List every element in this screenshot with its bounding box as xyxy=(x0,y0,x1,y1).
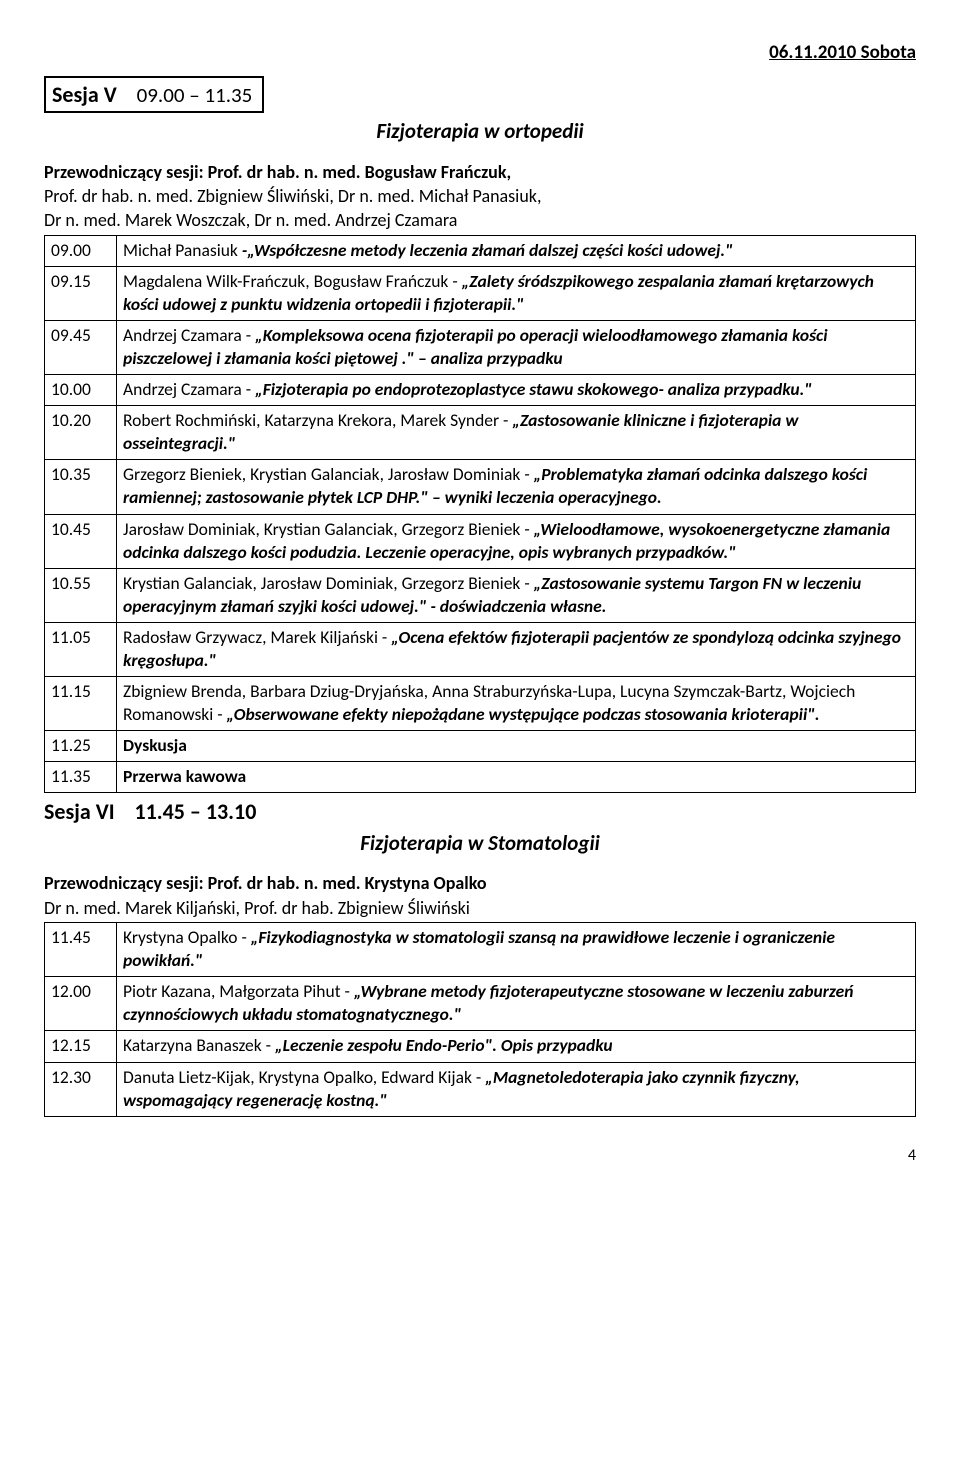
session-v-label: Sesja V xyxy=(52,81,117,108)
table-row: 11.15Zbigniew Brenda, Barbara Dziug-Dryj… xyxy=(45,677,916,731)
content-cell: Magdalena Wilk-Frańczuk, Bogusław Frańcz… xyxy=(117,266,916,320)
content-cell: Andrzej Czamara - „Fizjoterapia po endop… xyxy=(117,375,916,406)
time-cell: 11.15 xyxy=(45,677,117,731)
table-row: 10.55Krystian Galanciak, Jarosław Domini… xyxy=(45,568,916,622)
time-cell: 11.25 xyxy=(45,731,117,762)
table-row: 12.00Piotr Kazana, Małgorzata Pihut - „W… xyxy=(45,977,916,1031)
content-cell: Dyskusja xyxy=(117,731,916,762)
time-cell: 12.15 xyxy=(45,1031,117,1062)
time-cell: 10.20 xyxy=(45,406,117,460)
page-number: 4 xyxy=(44,1145,916,1167)
table-row: 10.45Jarosław Dominiak, Krystian Galanci… xyxy=(45,514,916,568)
session-vi-chairs: Przewodniczący sesji: Prof. dr hab. n. m… xyxy=(44,871,916,920)
content-cell: Krystian Galanciak, Jarosław Dominiak, G… xyxy=(117,568,916,622)
table-row: 09.00Michał Panasiuk -„Współczesne metod… xyxy=(45,235,916,266)
content-cell: Przerwa kawowa xyxy=(117,762,916,793)
session-v-box: Sesja V 09.00 – 11.35 xyxy=(44,76,264,114)
content-cell: Andrzej Czamara - „Kompleksowa ocena fiz… xyxy=(117,320,916,374)
time-cell: 10.45 xyxy=(45,514,117,568)
table-row: 10.35Grzegorz Bieniek, Krystian Galancia… xyxy=(45,460,916,514)
content-cell: Danuta Lietz-Kijak, Krystyna Opalko, Edw… xyxy=(117,1062,916,1116)
session-v-time: 09.00 – 11.35 xyxy=(137,82,253,108)
session-vi-label: Sesja VI xyxy=(44,798,115,825)
time-cell: 10.35 xyxy=(45,460,117,514)
schedule-table-vi: 11.45Krystyna Opalko - „Fizykodiagnostyk… xyxy=(44,922,916,1117)
table-row: 09.15Magdalena Wilk-Frańczuk, Bogusław F… xyxy=(45,266,916,320)
time-cell: 12.00 xyxy=(45,977,117,1031)
content-cell: Katarzyna Banaszek - „Leczenie zespołu E… xyxy=(117,1031,916,1062)
table-row: 12.15Katarzyna Banaszek - „Leczenie zesp… xyxy=(45,1031,916,1062)
content-cell: Grzegorz Bieniek, Krystian Galanciak, Ja… xyxy=(117,460,916,514)
time-cell: 11.45 xyxy=(45,923,117,977)
session-vi-header: Sesja VI 11.45 – 13.10 xyxy=(44,797,916,827)
chairs-lead: Przewodniczący sesji: Prof. dr hab. n. m… xyxy=(44,161,511,183)
session-v-topic: Fizjoterapia w ortopedii xyxy=(44,117,916,145)
chairs-lead-vi: Przewodniczący sesji: Prof. dr hab. n. m… xyxy=(44,872,487,894)
time-cell: 10.00 xyxy=(45,375,117,406)
date-header: 06.11.2010 Sobota xyxy=(44,40,916,66)
time-cell: 10.55 xyxy=(45,568,117,622)
table-row: 11.05Radosław Grzywacz, Marek Kiljański … xyxy=(45,622,916,676)
content-cell: Piotr Kazana, Małgorzata Pihut - „Wybran… xyxy=(117,977,916,1031)
time-cell: 09.15 xyxy=(45,266,117,320)
table-row: 10.00Andrzej Czamara - „Fizjoterapia po … xyxy=(45,375,916,406)
content-cell: Michał Panasiuk -„Współczesne metody lec… xyxy=(117,235,916,266)
time-cell: 11.05 xyxy=(45,622,117,676)
table-row: 09.45Andrzej Czamara - „Kompleksowa ocen… xyxy=(45,320,916,374)
time-cell: 11.35 xyxy=(45,762,117,793)
time-cell: 12.30 xyxy=(45,1062,117,1116)
time-cell: 09.00 xyxy=(45,235,117,266)
content-cell: Robert Rochmiński, Katarzyna Krekora, Ma… xyxy=(117,406,916,460)
time-cell: 09.45 xyxy=(45,320,117,374)
table-row: 11.45Krystyna Opalko - „Fizykodiagnostyk… xyxy=(45,923,916,977)
session-vi-topic: Fizjoterapia w Stomatologii xyxy=(44,829,916,857)
chairs-rest: Prof. dr hab. n. med. Zbigniew Śliwiński… xyxy=(44,185,541,231)
table-row: 11.35Przerwa kawowa xyxy=(45,762,916,793)
chairs-rest-vi: Dr n. med. Marek Kiljański, Prof. dr hab… xyxy=(44,897,470,919)
table-row: 10.20Robert Rochmiński, Katarzyna Krekor… xyxy=(45,406,916,460)
table-row: 11.25Dyskusja xyxy=(45,731,916,762)
content-cell: Radosław Grzywacz, Marek Kiljański - „Oc… xyxy=(117,622,916,676)
schedule-table-v: 09.00Michał Panasiuk -„Współczesne metod… xyxy=(44,235,916,794)
session-v-chairs: Przewodniczący sesji: Prof. dr hab. n. m… xyxy=(44,160,916,233)
content-cell: Krystyna Opalko - „Fizykodiagnostyka w s… xyxy=(117,923,916,977)
content-cell: Jarosław Dominiak, Krystian Galanciak, G… xyxy=(117,514,916,568)
content-cell: Zbigniew Brenda, Barbara Dziug-Dryjańska… xyxy=(117,677,916,731)
table-row: 12.30Danuta Lietz-Kijak, Krystyna Opalko… xyxy=(45,1062,916,1116)
session-vi-time: 11.45 – 13.10 xyxy=(134,798,256,825)
